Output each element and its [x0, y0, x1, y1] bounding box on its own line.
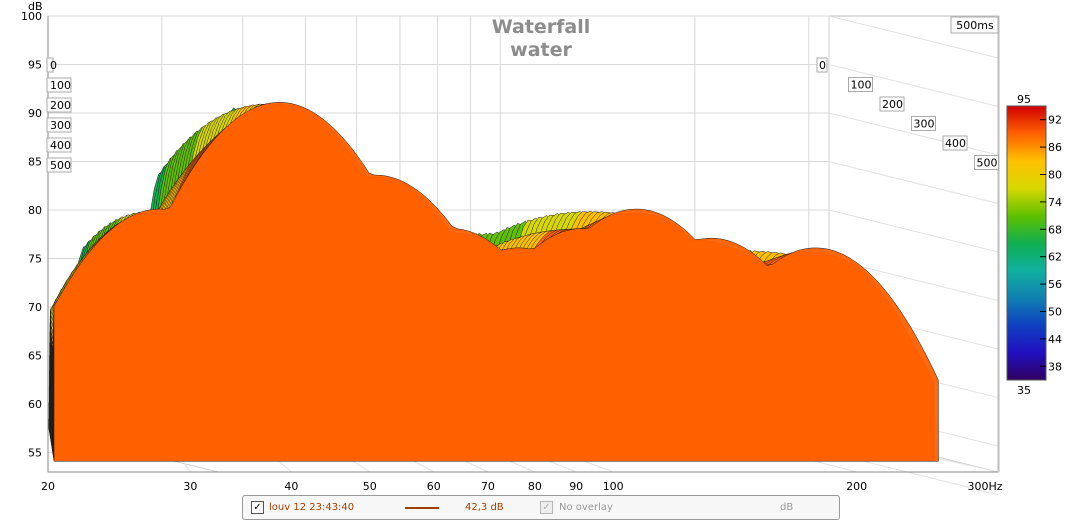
time-tick-box-left — [46, 137, 72, 153]
y-tick-label: 70 — [28, 301, 42, 314]
time-tick-right: 200 — [882, 98, 903, 111]
axes: 100 95 90 85 80 75 70 65 60 55 20 30 40 50 60 70 80 90 100… — [21, 10, 1003, 493]
time-tick-left: 200 — [50, 99, 71, 112]
chart-subtitle: water — [510, 39, 572, 61]
time-tick-box-left — [46, 157, 72, 173]
y-gridline-depth — [828, 161, 999, 205]
colorbar-tick-label: 50 — [1048, 306, 1062, 319]
time-tick-box-right — [848, 77, 873, 92]
y-tick-label: 100 — [21, 10, 42, 23]
colorbar-tick-label: 62 — [1048, 251, 1062, 264]
time-tick-left: 400 — [50, 139, 71, 152]
time-tick-left: 500 — [50, 159, 71, 172]
colorbar-tick-label: 56 — [1048, 278, 1062, 291]
overlay-checkbox-1[interactable]: ✓ — [251, 501, 264, 514]
x-tick-label: 200 — [846, 480, 867, 493]
time-tick-box-right — [911, 116, 936, 131]
x-tick-label: 40 — [284, 480, 298, 493]
time-tick-box-left — [46, 57, 54, 73]
x-tick-label: 50 — [363, 480, 377, 493]
colorbar-tick-label: 86 — [1048, 141, 1062, 154]
y-tick-label: 60 — [28, 398, 42, 411]
y-tick-label: 55 — [28, 447, 42, 460]
x-tick-label: 30 — [183, 480, 197, 493]
y-tick-label: 80 — [28, 204, 42, 217]
x-tick-label: 20 — [41, 480, 55, 493]
y-gridline-depth — [828, 64, 999, 107]
time-tick-box-right — [974, 155, 999, 170]
measurement-name: louv 12 23:43:40 — [269, 502, 355, 513]
y-tick-label: 90 — [28, 107, 42, 120]
colorbar-tick-label: 68 — [1048, 223, 1062, 236]
colorbar: 95 35 92 86 80 74 68 62 56 50 44 38 — [1006, 93, 1062, 397]
time-tick-right: 300 — [914, 118, 935, 131]
measurement-value: 42,3 dB — [465, 502, 504, 513]
x-tick-label: 100 — [603, 480, 624, 493]
y-tick-label: 75 — [28, 253, 42, 266]
y-gridline-depth — [828, 15, 999, 59]
overlay-unit: dB — [780, 502, 794, 513]
time-tick-box-right — [942, 135, 968, 151]
time-tick-left: 100 — [50, 79, 71, 92]
colorbar-tick-label: 80 — [1048, 169, 1062, 182]
colorbar-tick-label: 74 — [1048, 196, 1062, 209]
overlay-checkbox-2[interactable]: ✓ — [540, 501, 553, 514]
time-tick-left: 300 — [50, 119, 71, 132]
time-tick-box-left — [46, 117, 72, 133]
y-tick-label: 65 — [28, 350, 42, 363]
x-tick-label: 70 — [481, 480, 495, 493]
time-tick-right: 400 — [945, 137, 966, 150]
colorbar-tick-label: 38 — [1048, 360, 1062, 373]
chart-title: Waterfall — [492, 16, 591, 38]
y-gridline-depth — [828, 112, 999, 156]
x-tick-label: 90 — [569, 480, 583, 493]
x-tick-label: 300Hz — [967, 480, 1002, 493]
time-tick-right: 0 — [819, 59, 826, 72]
time-tick-box-left — [46, 97, 72, 113]
colorbar-tick-label: 44 — [1048, 333, 1062, 346]
x-tick-label: 80 — [528, 480, 542, 493]
measurement-line-swatch — [405, 507, 439, 509]
x-tick-label: 60 — [427, 480, 441, 493]
colorbar-min: 35 — [1017, 384, 1031, 397]
time-tick-right: 500 — [977, 157, 998, 170]
y-tick-label: 95 — [28, 59, 42, 72]
colorbar-max: 95 — [1017, 93, 1031, 106]
y-gridline-depth — [828, 209, 999, 253]
waterfall-surface — [47, 102, 939, 462]
colorbar-tick-label: 92 — [1048, 114, 1062, 127]
time-tick-right: 100 — [851, 79, 872, 92]
y-tick-label: 85 — [28, 156, 42, 169]
time-tick-box-left — [46, 77, 72, 93]
time-axis-label: 500ms — [956, 19, 994, 32]
legend-bar: ✓ louv 12 23:43:40 42,3 dB ✓ No overlay … — [242, 495, 840, 520]
time-tick-left: 0 — [50, 59, 57, 72]
time-axis-box: 500ms — [950, 16, 999, 34]
time-tick-box-right — [879, 96, 905, 112]
time-tick-box-right — [816, 57, 828, 73]
waterfall-slice — [53, 102, 939, 462]
y-axis-label: dB — [28, 0, 43, 13]
no-overlay-label: No overlay — [559, 502, 613, 513]
